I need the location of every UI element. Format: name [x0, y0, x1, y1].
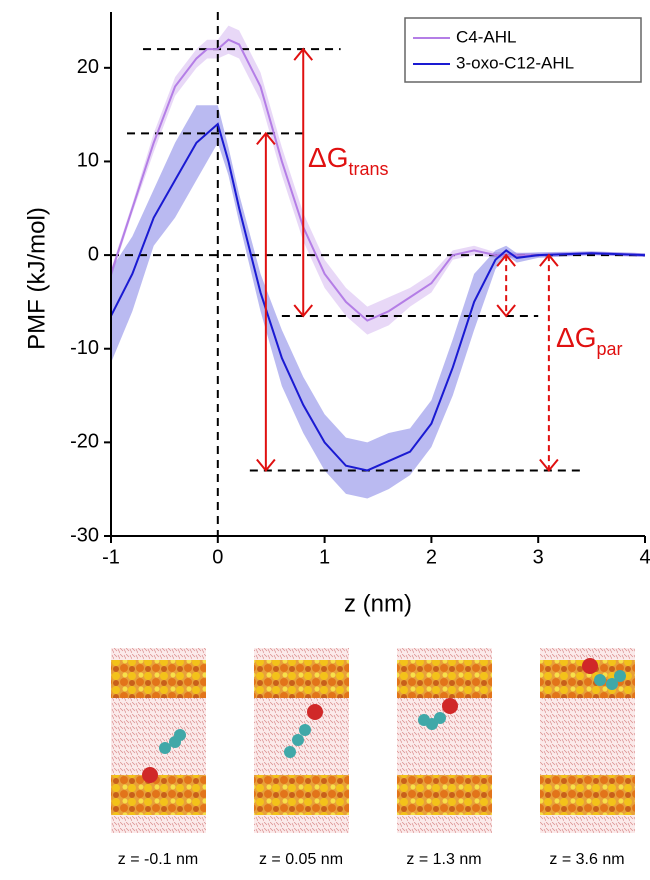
- molecule-atom: [594, 674, 606, 686]
- arrow-head: [496, 304, 516, 318]
- membrane: [254, 775, 349, 815]
- membrane: [397, 660, 492, 698]
- molecule-atom: [307, 704, 323, 720]
- x-tick-label: 4: [639, 546, 650, 568]
- membrane: [254, 660, 349, 698]
- x-axis-label: z (nm): [344, 590, 412, 617]
- arrow-head: [539, 458, 559, 473]
- y-tick-label: 0: [88, 243, 99, 265]
- molecule-atom: [159, 742, 171, 754]
- snapshot-caption: z = 3.6 nm: [549, 851, 624, 868]
- legend-label: 3-oxo-C12-AHL: [456, 53, 574, 72]
- annotation: ΔGpar: [556, 322, 623, 358]
- annotation-text: ΔG: [556, 322, 596, 353]
- arrow-head: [496, 253, 516, 267]
- annotation: ΔGtrans: [308, 142, 389, 178]
- membrane: [540, 775, 635, 815]
- molecule-atom: [442, 698, 458, 714]
- arrow-head: [256, 458, 276, 473]
- molecule-atom: [614, 670, 626, 682]
- annotation-text: ΔG: [308, 142, 348, 173]
- series-line: [110, 38, 646, 322]
- arrow-head: [256, 131, 276, 145]
- annotation-sub: par: [596, 339, 622, 359]
- arrow-head: [539, 253, 559, 267]
- snapshot-caption: z = 1.3 nm: [406, 851, 481, 868]
- molecule-atom: [284, 746, 296, 758]
- y-tick-label: 20: [77, 56, 99, 78]
- molecule-atom: [292, 734, 304, 746]
- molecule-atom: [606, 678, 618, 690]
- snapshot-caption: z = -0.1 nm: [118, 851, 198, 868]
- arrow-head: [293, 47, 314, 61]
- y-tick-label: -10: [70, 337, 99, 359]
- y-tick-label: 10: [77, 150, 99, 172]
- x-tick-label: 0: [212, 546, 223, 568]
- molecule-atom: [174, 729, 186, 741]
- x-tick-label: -1: [102, 546, 120, 568]
- membrane: [111, 775, 206, 815]
- molecule-atom: [142, 767, 158, 783]
- membrane: [397, 775, 492, 815]
- legend-box: [404, 17, 642, 83]
- y-axis-label: PMF (kJ/mol): [23, 207, 50, 350]
- arrow-head: [293, 304, 314, 318]
- y-tick-label: -30: [70, 524, 99, 546]
- snapshots: z = -0.1 nm z = 0.05 nm z = 1.3 nm z = 3.6 …: [111, 648, 635, 868]
- legend-label: C4-AHL: [456, 27, 516, 46]
- annotation-sub: trans: [348, 159, 388, 179]
- molecule-atom: [418, 714, 430, 726]
- membrane: [111, 660, 206, 698]
- error-band: [111, 25, 645, 335]
- x-tick-label: 1: [319, 546, 330, 568]
- molecule-atom: [299, 724, 311, 736]
- y-tick-label: -20: [70, 431, 99, 453]
- snapshot-caption: z = 0.05 nm: [259, 851, 343, 868]
- series-line: [110, 122, 646, 472]
- x-tick-label: 3: [533, 546, 544, 568]
- molecule-atom: [582, 658, 598, 674]
- x-tick-label: 2: [426, 546, 437, 568]
